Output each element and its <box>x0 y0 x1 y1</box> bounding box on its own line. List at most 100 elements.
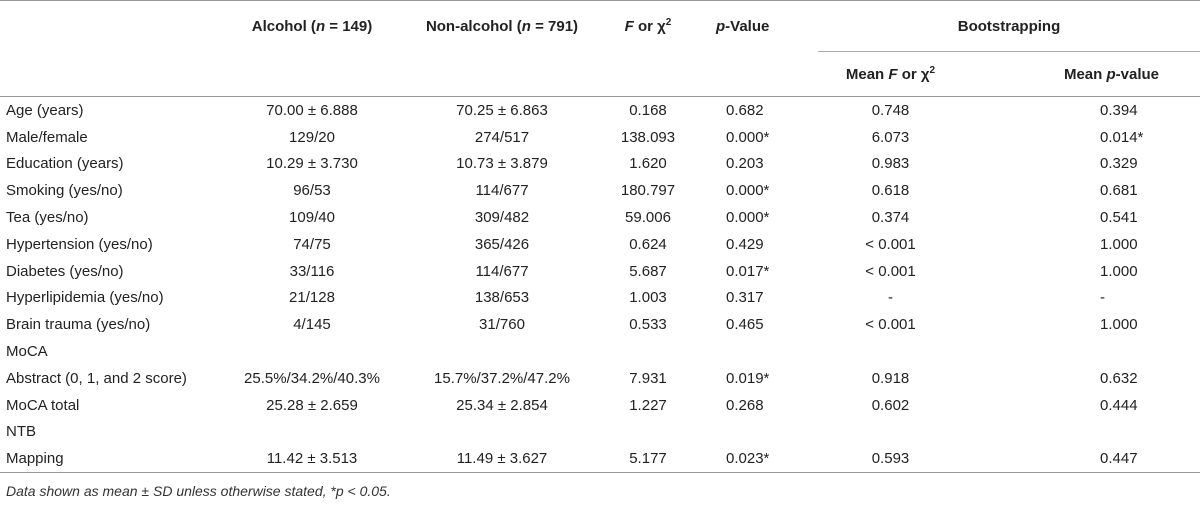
cell-p: 0.268 <box>726 396 764 414</box>
table-row: Mapping 11.42 ± 3.513 11.49 ± 3.627 5.177 0.… <box>0 445 1200 473</box>
row-label: Tea (yes/no) <box>6 209 89 227</box>
cell-mean-f: 0.374 <box>871 209 910 227</box>
footnote: Data shown as mean ± SD unless otherwise… <box>6 483 391 499</box>
cell-alcohol: 96/53 <box>293 182 331 200</box>
cell-alcohol: 129/20 <box>289 128 335 146</box>
cell-mean-p: 1.000 <box>1100 262 1138 280</box>
cell-mean-f: 0.748 <box>871 101 910 119</box>
cell-p: 0.023* <box>726 450 770 468</box>
cell-f: 0.533 <box>629 316 667 334</box>
table-row: Abstract (0, 1, and 2 score) 25.5%/34.2%/… <box>0 365 1200 392</box>
cell-f <box>598 338 698 365</box>
cell-f: 1.227 <box>629 396 667 414</box>
cell-alcohol: 33/116 <box>289 262 335 280</box>
data-table: Alcohol (n = 149) Non-alcohol (n = 791) … <box>0 0 1200 473</box>
cell-alcohol <box>218 419 406 446</box>
cell-nonalcohol: 10.73 ± 3.879 <box>456 155 548 173</box>
cell-f: 1.620 <box>629 155 667 173</box>
cell-mean-p: 0.394 <box>1100 101 1138 119</box>
cell-p: 0.317 <box>726 289 764 307</box>
cell-f: 59.006 <box>625 209 671 227</box>
cell-nonalcohol: 70.25 ± 6.863 <box>456 101 548 119</box>
header-alcohol: Alcohol (n = 149) <box>251 17 373 35</box>
cell-f: 180.797 <box>620 182 676 200</box>
cell-f: 5.177 <box>629 450 667 468</box>
cell-p: 0.000* <box>726 209 770 227</box>
cell-p <box>698 338 818 365</box>
cell-mean-f: 0.593 <box>871 450 910 468</box>
cell-p: 0.000* <box>726 128 770 146</box>
row-label: Brain trauma (yes/no) <box>6 316 151 334</box>
header-mean-p: Mean p-value <box>1063 65 1160 83</box>
table-row: Smoking (yes/no) 96/53 114/677 180.797 0.000… <box>0 177 1200 204</box>
cell-mean-f: 6.073 <box>871 128 910 146</box>
table-row: MoCA <box>0 338 1200 365</box>
cell-alcohol: 11.42 ± 3.513 <box>266 450 358 468</box>
cell-mean-p: - <box>1100 289 1105 307</box>
table-row: Diabetes (yes/no) 33/116 114/677 5.687 0.017… <box>0 258 1200 285</box>
table-row: Male/female 129/20 274/517 138.093 0.000* 6.0… <box>0 124 1200 151</box>
row-label: Education (years) <box>6 155 124 173</box>
header-label-cell <box>0 1 218 52</box>
cell-mean-f <box>818 338 963 365</box>
table-row: Brain trauma (yes/no) 4/145 31/760 0.533 0.4… <box>0 311 1200 338</box>
cell-nonalcohol <box>406 419 598 446</box>
cell-p: 0.203 <box>726 155 764 173</box>
cell-nonalcohol: 25.34 ± 2.854 <box>456 396 548 414</box>
header-bootstrapping: Bootstrapping <box>818 0 1200 52</box>
cell-f: 1.003 <box>629 289 667 307</box>
row-label: Hyperlipidemia (yes/no) <box>6 289 164 307</box>
cell-mean-p: 1.000 <box>1100 316 1138 334</box>
cell-alcohol <box>218 338 406 365</box>
row-label: Age (years) <box>6 101 84 119</box>
cell-mean-f: 0.602 <box>871 396 910 414</box>
cell-mean-p: 0.444 <box>1100 396 1138 414</box>
row-label: Male/female <box>6 128 88 146</box>
cell-nonalcohol: 15.7%/37.2%/47.2% <box>434 369 570 387</box>
cell-nonalcohol: 31/760 <box>479 316 525 334</box>
table-row: Education (years) 10.29 ± 3.730 10.73 ± 3.… <box>0 151 1200 178</box>
row-label: Mapping <box>6 450 64 468</box>
cell-p: 0.019* <box>726 369 770 387</box>
cell-alcohol: 70.00 ± 6.888 <box>266 101 358 119</box>
cell-p: 0.017* <box>726 262 770 280</box>
cell-p <box>698 419 818 446</box>
header-spacer <box>0 52 218 97</box>
row-label: NTB <box>6 423 36 441</box>
cell-nonalcohol <box>406 338 598 365</box>
cell-p: 0.429 <box>726 235 764 253</box>
cell-mean-f: - <box>888 289 893 307</box>
cell-mean-p: 0.541 <box>1100 209 1138 227</box>
cell-mean-p <box>963 419 1200 446</box>
header-p-value: p-Value <box>716 17 770 35</box>
header-mean-f: Mean F or χ2 <box>845 65 936 83</box>
cell-mean-f: 0.983 <box>871 155 910 173</box>
table-row: NTB <box>0 419 1200 446</box>
cell-mean-f: < 0.001 <box>865 262 916 280</box>
row-label: Smoking (yes/no) <box>6 182 123 200</box>
cell-f: 0.168 <box>629 101 667 119</box>
cell-nonalcohol: 11.49 ± 3.627 <box>456 450 548 468</box>
header-nonalcohol: Non-alcohol (n = 791) <box>425 17 579 35</box>
cell-mean-p: 0.014* <box>1100 128 1144 146</box>
table-row: MoCA total 25.28 ± 2.659 25.34 ± 2.854 1.22… <box>0 392 1200 419</box>
cell-f: 7.931 <box>629 369 667 387</box>
cell-nonalcohol: 114/677 <box>475 182 529 200</box>
table-row: Hyperlipidemia (yes/no) 21/128 138/653 1.00… <box>0 285 1200 312</box>
cell-f: 138.093 <box>620 128 676 146</box>
cell-alcohol: 10.29 ± 3.730 <box>266 155 358 173</box>
cell-alcohol: 25.5%/34.2%/40.3% <box>244 369 380 387</box>
cell-mean-p: 0.632 <box>1100 369 1138 387</box>
cell-mean-f <box>818 419 963 446</box>
cell-mean-p: 0.447 <box>1100 450 1138 468</box>
cell-f <box>598 419 698 446</box>
header-f-chi2: F or χ2 <box>624 17 672 36</box>
table-row: Age (years) 70.00 ± 6.888 70.25 ± 6.863 0.1… <box>0 97 1200 124</box>
row-label: MoCA total <box>6 396 80 414</box>
table-row: Hypertension (yes/no) 74/75 365/426 0.624 0.… <box>0 231 1200 258</box>
cell-mean-p: 0.329 <box>1100 155 1138 173</box>
row-label: Abstract (0, 1, and 2 score) <box>6 369 187 387</box>
cell-p: 0.682 <box>726 101 764 119</box>
cell-mean-f: 0.918 <box>871 369 910 387</box>
